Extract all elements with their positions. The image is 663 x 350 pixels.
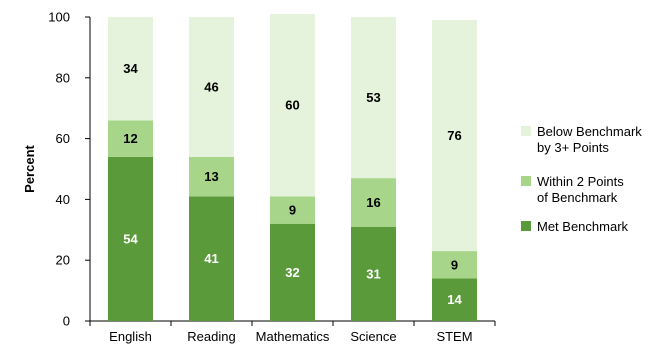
bar-segment <box>351 17 396 179</box>
data-label: 32 <box>285 265 299 280</box>
y-tick-label: 0 <box>63 314 70 329</box>
y-tick-label: 20 <box>56 253 70 268</box>
x-tick-label: Science <box>350 329 396 344</box>
x-tick-label: STEM <box>436 329 472 344</box>
data-label: 76 <box>447 128 461 143</box>
data-label: 31 <box>366 266 380 281</box>
data-label: 9 <box>451 257 458 272</box>
data-label: 14 <box>447 292 462 307</box>
data-label: 60 <box>285 98 299 113</box>
bars <box>108 13 477 321</box>
bar-segment <box>189 17 234 157</box>
bar-segment <box>270 223 315 321</box>
data-label: 46 <box>204 79 218 94</box>
legend-swatch <box>521 176 531 186</box>
legend-swatch <box>521 126 531 136</box>
x-tick-label: Reading <box>187 329 235 344</box>
x-tick-label: English <box>109 329 152 344</box>
bar-segment <box>108 17 153 121</box>
bar-segment <box>108 156 153 321</box>
data-label: 9 <box>289 203 296 218</box>
y-tick-label: 100 <box>48 10 70 25</box>
legend-label: Met Benchmark <box>537 219 629 234</box>
bar-segment <box>351 226 396 321</box>
bar-segment <box>432 251 477 279</box>
legend-label: of Benchmark <box>537 190 618 205</box>
bar-segment <box>189 156 234 197</box>
bar-segment <box>189 196 234 321</box>
legend-label: Within 2 Points <box>537 174 624 189</box>
axes: 0 20 40 60 80 100 Percent English Reading Mathema… <box>22 10 496 344</box>
bar-segment <box>108 120 153 157</box>
bar-segment <box>432 278 477 321</box>
y-axis-title: Percent <box>22 144 37 192</box>
data-label: 41 <box>204 251 218 266</box>
legend-label: Below Benchmark <box>537 124 642 139</box>
y-tick-label: 80 <box>56 70 70 85</box>
bar-segment <box>270 196 315 224</box>
data-label: 53 <box>366 90 380 105</box>
legend-label: by 3+ Points <box>537 140 609 155</box>
data-label: 54 <box>123 231 138 246</box>
y-tick-label: 40 <box>56 192 70 207</box>
data-label: 12 <box>123 131 137 146</box>
data-label: 16 <box>366 195 380 210</box>
bar-segment <box>270 13 315 197</box>
bar-segment <box>432 20 477 252</box>
data-labels: 54 12 34 41 13 46 32 9 60 31 16 53 14 9 76 <box>123 61 462 307</box>
legend-swatch <box>521 221 531 231</box>
y-tick-label: 60 <box>56 131 70 146</box>
bar-segment <box>351 178 396 227</box>
data-label: 13 <box>204 169 218 184</box>
data-label: 34 <box>123 61 138 76</box>
x-tick-label: Mathematics <box>256 329 330 344</box>
